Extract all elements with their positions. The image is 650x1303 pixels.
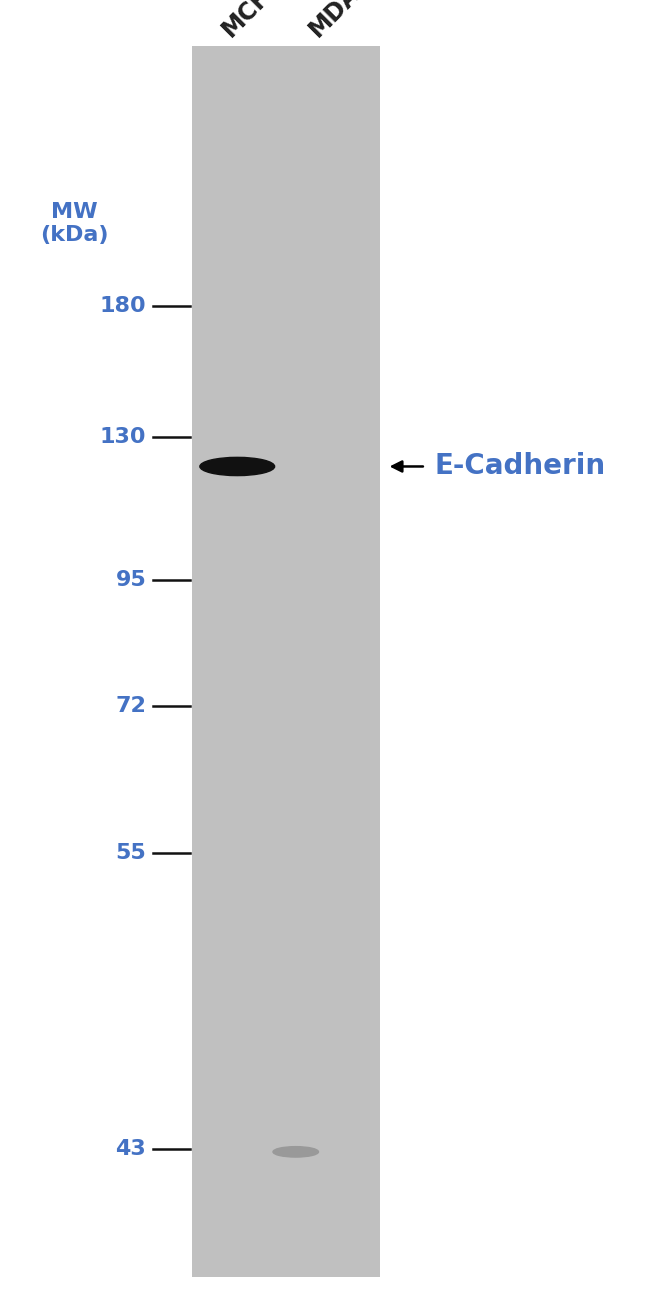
Ellipse shape bbox=[273, 1147, 318, 1157]
Text: MCF-7: MCF-7 bbox=[217, 0, 292, 42]
Text: 43: 43 bbox=[116, 1139, 146, 1160]
Text: 95: 95 bbox=[116, 569, 146, 590]
Text: MW
(kDa): MW (kDa) bbox=[40, 202, 109, 245]
Text: E-Cadherin: E-Cadherin bbox=[434, 452, 605, 481]
Text: 180: 180 bbox=[99, 296, 146, 317]
Text: 130: 130 bbox=[99, 426, 146, 447]
Text: 55: 55 bbox=[116, 843, 146, 864]
Text: MDA-MB-231: MDA-MB-231 bbox=[305, 0, 443, 42]
Bar bbox=[192, 46, 380, 1277]
Ellipse shape bbox=[200, 457, 274, 476]
Text: 72: 72 bbox=[116, 696, 146, 717]
